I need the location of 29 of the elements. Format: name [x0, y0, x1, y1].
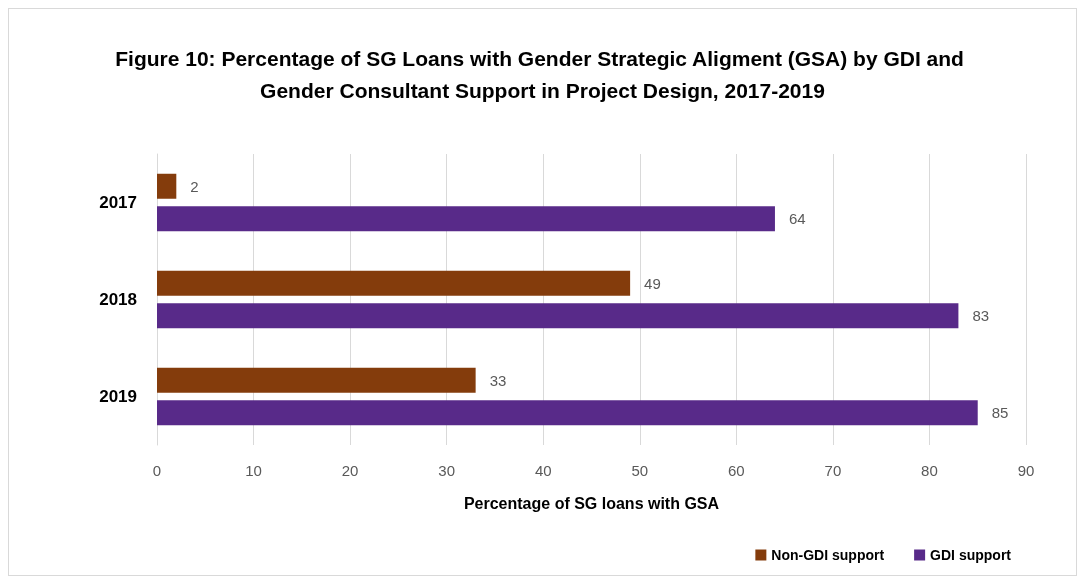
x-tick-label: 80: [921, 462, 938, 479]
data-label: 2: [190, 177, 199, 195]
bar: [157, 367, 476, 393]
x-tick-label: 90: [1017, 462, 1035, 479]
x-tick-label: 50: [631, 462, 649, 479]
x-tick-label: 70: [824, 462, 842, 479]
data-label: 64: [788, 210, 806, 228]
y-tick-label: 2019: [99, 387, 137, 406]
data-label: 33: [489, 371, 507, 389]
bar: [157, 400, 978, 426]
data-label: 49: [644, 274, 661, 292]
bar: [157, 303, 959, 329]
x-tick-label: 40: [534, 462, 552, 479]
bar: [157, 173, 177, 199]
bar: [157, 206, 775, 232]
bar: [157, 270, 631, 296]
legend-label: Non-GDI support: [771, 547, 885, 563]
x-tick-label: 60: [727, 462, 745, 479]
x-tick-label: 20: [341, 462, 359, 479]
x-tick-label: 10: [245, 462, 262, 479]
y-tick-label: 2017: [99, 193, 137, 212]
x-axis-title: Percentage of SG loans with GSA: [463, 494, 720, 512]
legend-label: GDI support: [930, 547, 1012, 563]
x-tick-label: 30: [438, 462, 456, 479]
y-tick-label: 2018: [99, 290, 137, 309]
chart-title: Figure 10: Percentage of SG Loans with Gender Strategic Aligment (GSA) by GDI and Gender Consultant Support in Project Design, 2017-2019: [115, 46, 970, 102]
data-label: 85: [991, 404, 1009, 422]
x-tick-label: 0: [152, 462, 162, 479]
data-label: 83: [972, 307, 990, 325]
